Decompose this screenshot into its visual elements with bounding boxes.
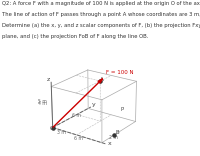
Text: The line of action of F passes through a point A whose coordinates are 3 m, 4 m,: The line of action of F passes through a… [2,12,200,17]
Text: plane, and (c) the projection FoB of F along the line OB.: plane, and (c) the projection FoB of F a… [2,34,148,39]
Text: Determine (a) the x, y, and z scalar components of F, (b) the projection Fxy of : Determine (a) the x, y, and z scalar com… [2,23,200,28]
Text: Q2: A force F with a magnitude of 100 N is applied at the origin O of the axes x: Q2: A force F with a magnitude of 100 N … [2,2,200,7]
